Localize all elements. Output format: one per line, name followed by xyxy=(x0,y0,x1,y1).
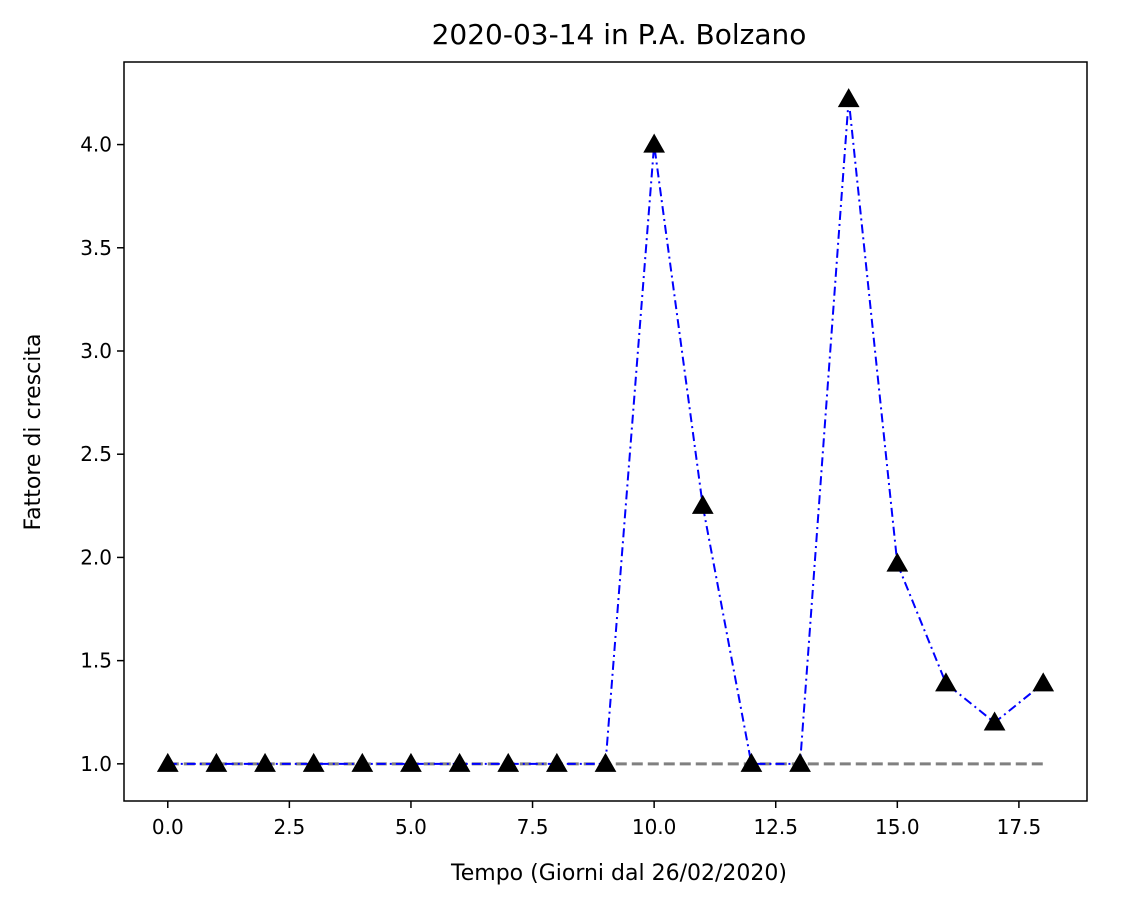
data-point-marker xyxy=(594,752,617,772)
data-point-marker xyxy=(546,752,568,772)
data-point-marker xyxy=(935,672,957,692)
x-tick-label: 17.5 xyxy=(997,815,1042,839)
x-axis-label: Tempo (Giorni dal 26/02/2020) xyxy=(450,861,787,886)
data-point-marker xyxy=(448,752,471,772)
x-tick-label: 2.5 xyxy=(273,815,305,839)
x-tick-label: 15.0 xyxy=(875,815,920,839)
data-point-marker xyxy=(886,552,909,572)
data-point-marker xyxy=(643,133,665,153)
y-tick-label: 3.0 xyxy=(80,339,112,363)
y-tick-label: 1.5 xyxy=(80,649,112,673)
y-tick-label: 4.0 xyxy=(80,133,112,157)
marker-layer xyxy=(156,88,1055,772)
data-point-marker xyxy=(837,88,860,108)
data-point-marker xyxy=(740,752,763,772)
x-tick-label: 7.5 xyxy=(517,815,549,839)
x-tick-label: 10.0 xyxy=(632,815,677,839)
y-tick-label: 3.5 xyxy=(80,236,112,260)
x-tick-label: 12.5 xyxy=(753,815,798,839)
x-tick-label: 5.0 xyxy=(395,815,427,839)
data-point-marker xyxy=(400,752,422,772)
plot-frame xyxy=(123,61,1088,802)
data-point-marker xyxy=(983,711,1006,731)
chart-title: 2020-03-14 in P.A. Bolzano xyxy=(432,18,807,51)
data-point-marker xyxy=(156,752,179,772)
y-tick-label: 2.5 xyxy=(80,442,112,466)
y-tick-label: 1.0 xyxy=(80,752,112,776)
y-tick-label: 2.0 xyxy=(80,545,112,569)
data-point-marker xyxy=(497,752,520,772)
x-axis: 0.0 2.5 5.0 7.5 10.0 12.5 15.0 17.5 xyxy=(152,801,1041,839)
data-point-marker xyxy=(302,752,325,772)
data-point-marker xyxy=(205,752,228,772)
x-tick-label: 0.0 xyxy=(152,815,184,839)
data-point-marker xyxy=(254,752,276,772)
y-axis-label: Fattore di crescita xyxy=(21,334,46,531)
data-point-marker xyxy=(351,752,374,772)
plot-area xyxy=(124,62,1087,801)
data-point-marker xyxy=(691,494,714,514)
data-point-marker xyxy=(789,752,811,772)
y-axis: 1.0 1.5 2.0 2.5 3.0 3.5 4.0 xyxy=(80,133,124,776)
data-point-marker xyxy=(1032,672,1055,692)
